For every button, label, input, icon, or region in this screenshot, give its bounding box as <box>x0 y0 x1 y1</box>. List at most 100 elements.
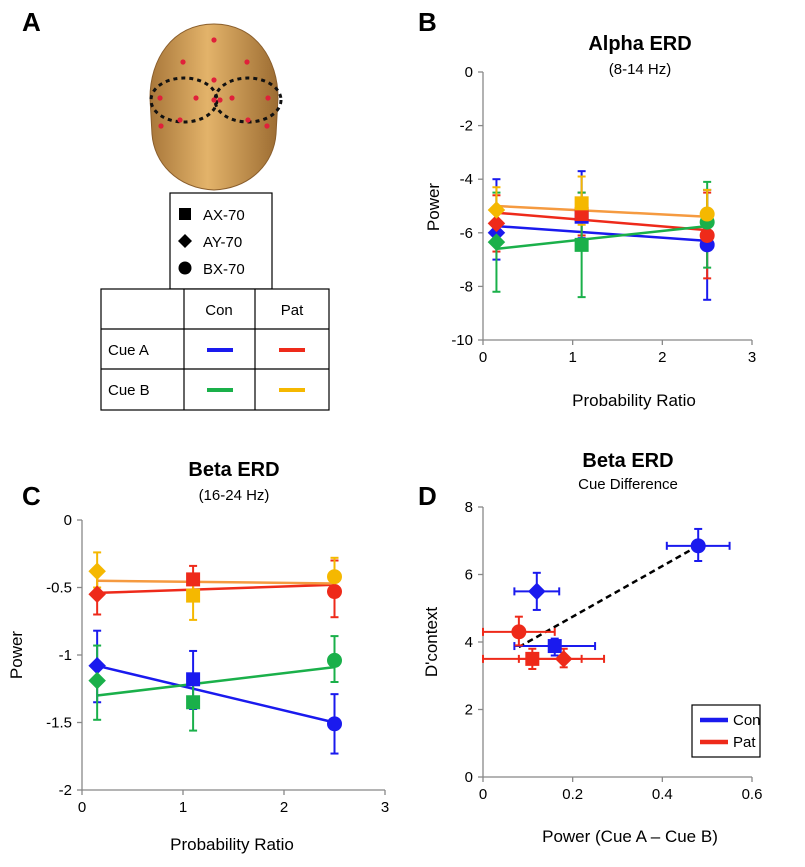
chart-d-point <box>547 639 562 654</box>
electrode-dot <box>265 95 271 101</box>
chart-b-y-tick-label: -10 <box>451 332 473 349</box>
chart-d-xlabel: Power (Cue A – Cue B) <box>542 827 718 846</box>
condition-legend: AX-70 AY-70 BX-70 <box>169 192 273 290</box>
electrode-dot <box>211 77 217 83</box>
chart-c-y-tick-label: 0 <box>64 512 72 529</box>
chart-d-point <box>554 650 573 668</box>
chart-b-x-tick-label: 0 <box>479 349 487 366</box>
electrode-dot <box>211 37 217 43</box>
chart-b-x-tick-label: 1 <box>568 349 576 366</box>
electrode-dot <box>217 97 223 103</box>
color-key-table: Con Pat Cue A Cue B <box>100 288 330 411</box>
panel-b: B Alpha ERD (8-14 Hz) 0 1 2 3 -10 -8 -6 -4 -2 0 P… <box>418 7 756 410</box>
electrode-dot <box>157 95 163 101</box>
chart-b-fit-line <box>496 211 708 232</box>
chart-d-subtitle: Cue Difference <box>578 476 678 493</box>
chart-b-point <box>487 233 506 251</box>
chart-d-ylabel: D'context <box>422 607 441 678</box>
chart-c-fit-line <box>97 583 335 595</box>
chart-b-fit-line <box>496 224 708 251</box>
chart-c-plot: 0 1 2 3 -2 -1.5 -1 -0.5 0 <box>46 512 389 816</box>
chart-d-y-tick-label: 6 <box>465 567 473 584</box>
chart-c-point <box>327 716 342 732</box>
chart-b-y-tick-label: 0 <box>465 64 473 81</box>
chart-c-title: Beta ERD <box>188 459 279 481</box>
panel-d: D Beta ERD Cue Difference 0 0.2 0.4 0.6 0 2 4 6… <box>418 450 762 846</box>
chart-d-y-tick-label: 8 <box>465 499 473 516</box>
chart-c-ylabel: Power <box>7 631 26 680</box>
chart-b-fit-line <box>496 224 708 243</box>
chart-c-x-tick-label: 0 <box>78 799 86 816</box>
legend-label-con: Con <box>733 712 761 729</box>
chart-d-title: Beta ERD <box>582 450 673 472</box>
table-row-label-cue-b: Cue B <box>108 382 150 399</box>
chart-b-subtitle: (8-14 Hz) <box>609 61 672 78</box>
head-illustration <box>149 23 283 191</box>
chart-d-plot: 0 0.2 0.4 0.6 0 2 4 6 8 <box>465 499 763 803</box>
chart-c-y-tick-label: -2 <box>59 782 72 799</box>
electrode-dot <box>229 95 235 101</box>
chart-c-xlabel: Probability Ratio <box>170 835 294 854</box>
chart-c-y-tick-label: -0.5 <box>46 580 72 597</box>
chart-d-legend: Con Pat <box>691 704 761 758</box>
chart-b-point <box>699 206 715 222</box>
legend-marker-diamond <box>178 234 192 248</box>
legend-label-ax70: AX-70 <box>203 207 245 224</box>
chart-b-title: Alpha ERD <box>588 33 691 55</box>
table-header-pat: Pat <box>281 302 304 319</box>
chart-d-y-tick-label: 4 <box>465 634 473 651</box>
chart-d-point <box>511 624 527 640</box>
left-roi-outline <box>149 76 219 124</box>
legend-label-ay70: AY-70 <box>203 234 242 251</box>
chart-c-fit-line <box>96 664 335 724</box>
table-row-label-cue-a: Cue A <box>108 342 149 359</box>
chart-b-point <box>574 237 589 252</box>
chart-d-x-tick-label: 0.4 <box>652 786 673 803</box>
chart-c-point <box>327 569 342 585</box>
chart-b-y-tick-label: -2 <box>460 118 473 135</box>
chart-b-point <box>699 227 715 243</box>
chart-c-y-tick-label: -1 <box>59 647 72 664</box>
head-shape <box>149 23 279 191</box>
chart-c-x-tick-label: 3 <box>381 799 389 816</box>
chart-c-point <box>88 671 106 690</box>
panel-label-b: B <box>418 7 437 37</box>
chart-c-subtitle: (16-24 Hz) <box>199 487 270 504</box>
chart-b-point <box>487 201 506 219</box>
electrode-markers <box>157 37 271 129</box>
chart-d-y-tick-label: 2 <box>465 702 473 719</box>
chart-d-y-tick-label: 0 <box>465 769 473 786</box>
chart-c-point <box>186 672 201 687</box>
chart-b-point <box>574 196 589 211</box>
legend-marker-circle <box>178 261 192 275</box>
chart-b-y-tick-label: -8 <box>460 278 473 295</box>
electrode-dot <box>158 123 164 129</box>
electrode-dot <box>245 117 251 123</box>
chart-b-y-tick-label: -4 <box>460 171 473 188</box>
legend-marker-square <box>179 208 191 220</box>
legend-label-pat: Pat <box>733 734 756 751</box>
chart-c-point <box>88 562 106 581</box>
chart-c-point <box>186 572 201 587</box>
chart-c-y-tick-label: -1.5 <box>46 715 72 732</box>
chart-d-regression-line <box>518 544 699 649</box>
panel-c: C Beta ERD (16-24 Hz) 0 1 2 3 -2 -1.5 -1 -0.50 … <box>7 459 389 854</box>
panel-label-a: A <box>22 7 41 37</box>
electrode-dot <box>264 123 270 129</box>
chart-d-point <box>690 538 706 554</box>
electrode-dot <box>180 59 186 65</box>
electrode-dot <box>193 95 199 101</box>
panel-label-c: C <box>22 481 41 511</box>
chart-b-y-tick-label: -6 <box>460 225 473 242</box>
chart-b-fit-line <box>496 204 708 218</box>
chart-b-point <box>574 207 589 222</box>
chart-c-fit-line <box>97 579 335 585</box>
chart-d-x-tick-label: 0.6 <box>742 786 763 803</box>
chart-c-x-tick-label: 2 <box>280 799 288 816</box>
chart-b-ylabel: Power <box>424 183 443 232</box>
chart-c-point <box>186 695 201 710</box>
table-header-con: Con <box>205 302 233 319</box>
panel-label-d: D <box>418 481 437 511</box>
legend-label-bx70: BX-70 <box>203 261 245 278</box>
